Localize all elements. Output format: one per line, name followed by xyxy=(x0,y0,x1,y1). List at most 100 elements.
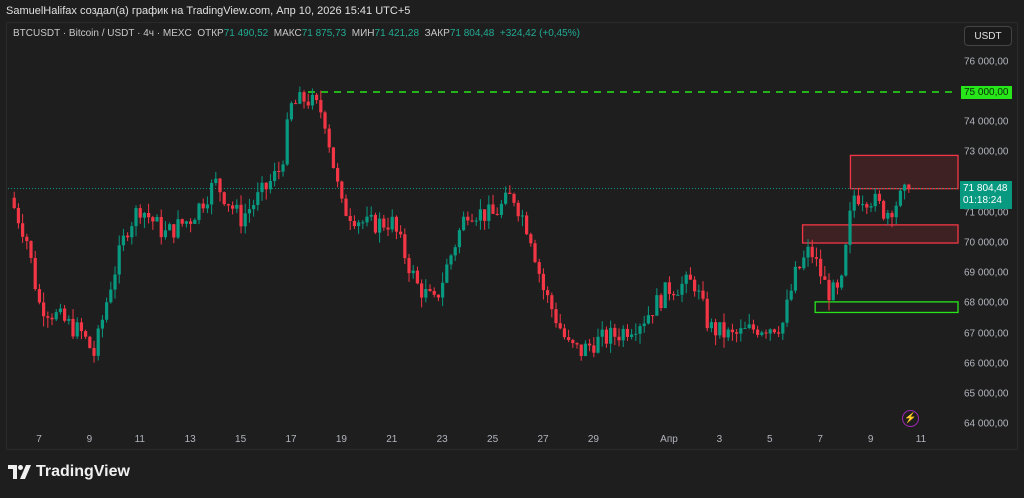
candle-body xyxy=(903,184,907,191)
candle-body xyxy=(462,216,466,231)
candle-body xyxy=(197,203,201,220)
time-tick: 21 xyxy=(386,434,398,445)
candle-body xyxy=(567,337,571,340)
candle-body xyxy=(898,190,903,206)
currency-button[interactable]: USDT xyxy=(964,26,1012,46)
candle-body xyxy=(193,219,197,224)
candle-body xyxy=(789,290,793,300)
candle-body xyxy=(617,336,621,341)
candle-body xyxy=(386,227,390,230)
candle-body xyxy=(495,213,499,215)
candle-body xyxy=(466,216,470,221)
candle-body xyxy=(323,112,327,129)
candle-body xyxy=(21,223,25,237)
candle-body xyxy=(357,222,361,227)
candle-body xyxy=(554,309,558,324)
candle-body xyxy=(378,218,382,233)
target-price-label: 75 000,00 xyxy=(961,86,1012,99)
candle-body xyxy=(298,92,302,104)
candle-body xyxy=(54,312,58,320)
candle-body xyxy=(873,193,877,207)
candle-body xyxy=(415,270,420,284)
candle-body xyxy=(688,274,693,280)
candle-body xyxy=(693,279,697,292)
candle-body xyxy=(735,332,739,334)
symbol-legend: BTCUSDT · Bitcoin / USDT · 4ч · MEXC ОТК… xyxy=(13,28,580,39)
candle-body xyxy=(856,195,861,205)
candle-body xyxy=(390,216,394,230)
candle-body xyxy=(848,210,852,245)
candle-body xyxy=(369,214,373,217)
candle-body xyxy=(134,208,138,227)
candle-body xyxy=(642,323,646,327)
candle-body xyxy=(147,212,151,218)
time-tick: 5 xyxy=(767,434,773,445)
price-tick: 70 000,00 xyxy=(964,237,1009,249)
candle-body xyxy=(172,224,176,238)
candle-body xyxy=(508,192,512,194)
time-tick: Апр xyxy=(660,434,678,445)
candle-body xyxy=(277,171,281,173)
current-price: 71 804,48 xyxy=(963,183,1008,194)
candle-body xyxy=(201,203,205,209)
candle-body xyxy=(667,282,672,294)
candle-body xyxy=(176,219,180,238)
candle-body xyxy=(239,204,243,227)
candle-body xyxy=(432,290,436,295)
candle-body xyxy=(785,299,789,323)
candle-body xyxy=(222,192,226,205)
candle-body xyxy=(117,245,121,275)
candle-body xyxy=(907,184,911,189)
time-tick: 19 xyxy=(335,434,347,445)
candle-body xyxy=(541,273,546,291)
candle-body xyxy=(739,328,743,334)
candle-body xyxy=(226,204,231,206)
candle-body xyxy=(680,283,684,295)
candle-body xyxy=(487,204,491,221)
candle-body xyxy=(604,329,609,344)
time-tick: 9 xyxy=(867,434,874,445)
candle-body xyxy=(403,234,407,259)
open-label: ОТКР xyxy=(197,28,224,39)
candle-body xyxy=(189,221,193,224)
candle-body xyxy=(772,329,777,333)
candle-body xyxy=(302,92,306,102)
candle-body xyxy=(71,318,75,337)
candle-body xyxy=(218,178,222,193)
candle-body xyxy=(327,128,331,148)
candle-body xyxy=(344,198,348,216)
candle-body xyxy=(382,218,386,228)
candle-body xyxy=(865,204,869,208)
open-value: 71 490,52 xyxy=(223,28,269,39)
candle-body xyxy=(768,329,772,334)
candle-body xyxy=(806,246,810,258)
chart-frame xyxy=(6,22,1018,450)
candle-body xyxy=(861,204,865,206)
candle-body xyxy=(625,328,630,337)
candle-body xyxy=(827,279,831,301)
tradingview-logo[interactable]: TradingView xyxy=(8,463,130,481)
candle-body xyxy=(793,266,798,291)
candle-body xyxy=(285,119,289,165)
candle-body xyxy=(231,205,235,209)
symbol-info[interactable]: BTCUSDT · Bitcoin / USDT · 4ч · MEXC xyxy=(13,28,192,39)
candle-body xyxy=(424,288,428,298)
candle-body xyxy=(12,197,16,208)
candle-body xyxy=(16,207,21,224)
lightning-icon[interactable]: ⚡ xyxy=(902,410,919,427)
candle-body xyxy=(672,293,676,296)
candle-body xyxy=(634,333,638,335)
candle-body xyxy=(29,241,33,258)
candle-body xyxy=(113,274,117,290)
price-tick: 65 000,00 xyxy=(964,388,1009,400)
bar-countdown: 01:18:24 xyxy=(963,195,1002,206)
candle-body xyxy=(709,322,714,329)
candle-body xyxy=(281,164,285,172)
candle-body xyxy=(340,181,344,199)
candle-body xyxy=(121,235,126,246)
candle-body xyxy=(520,215,525,217)
candle-body xyxy=(25,236,29,242)
candle-body xyxy=(168,224,172,231)
candle-body xyxy=(180,219,184,224)
